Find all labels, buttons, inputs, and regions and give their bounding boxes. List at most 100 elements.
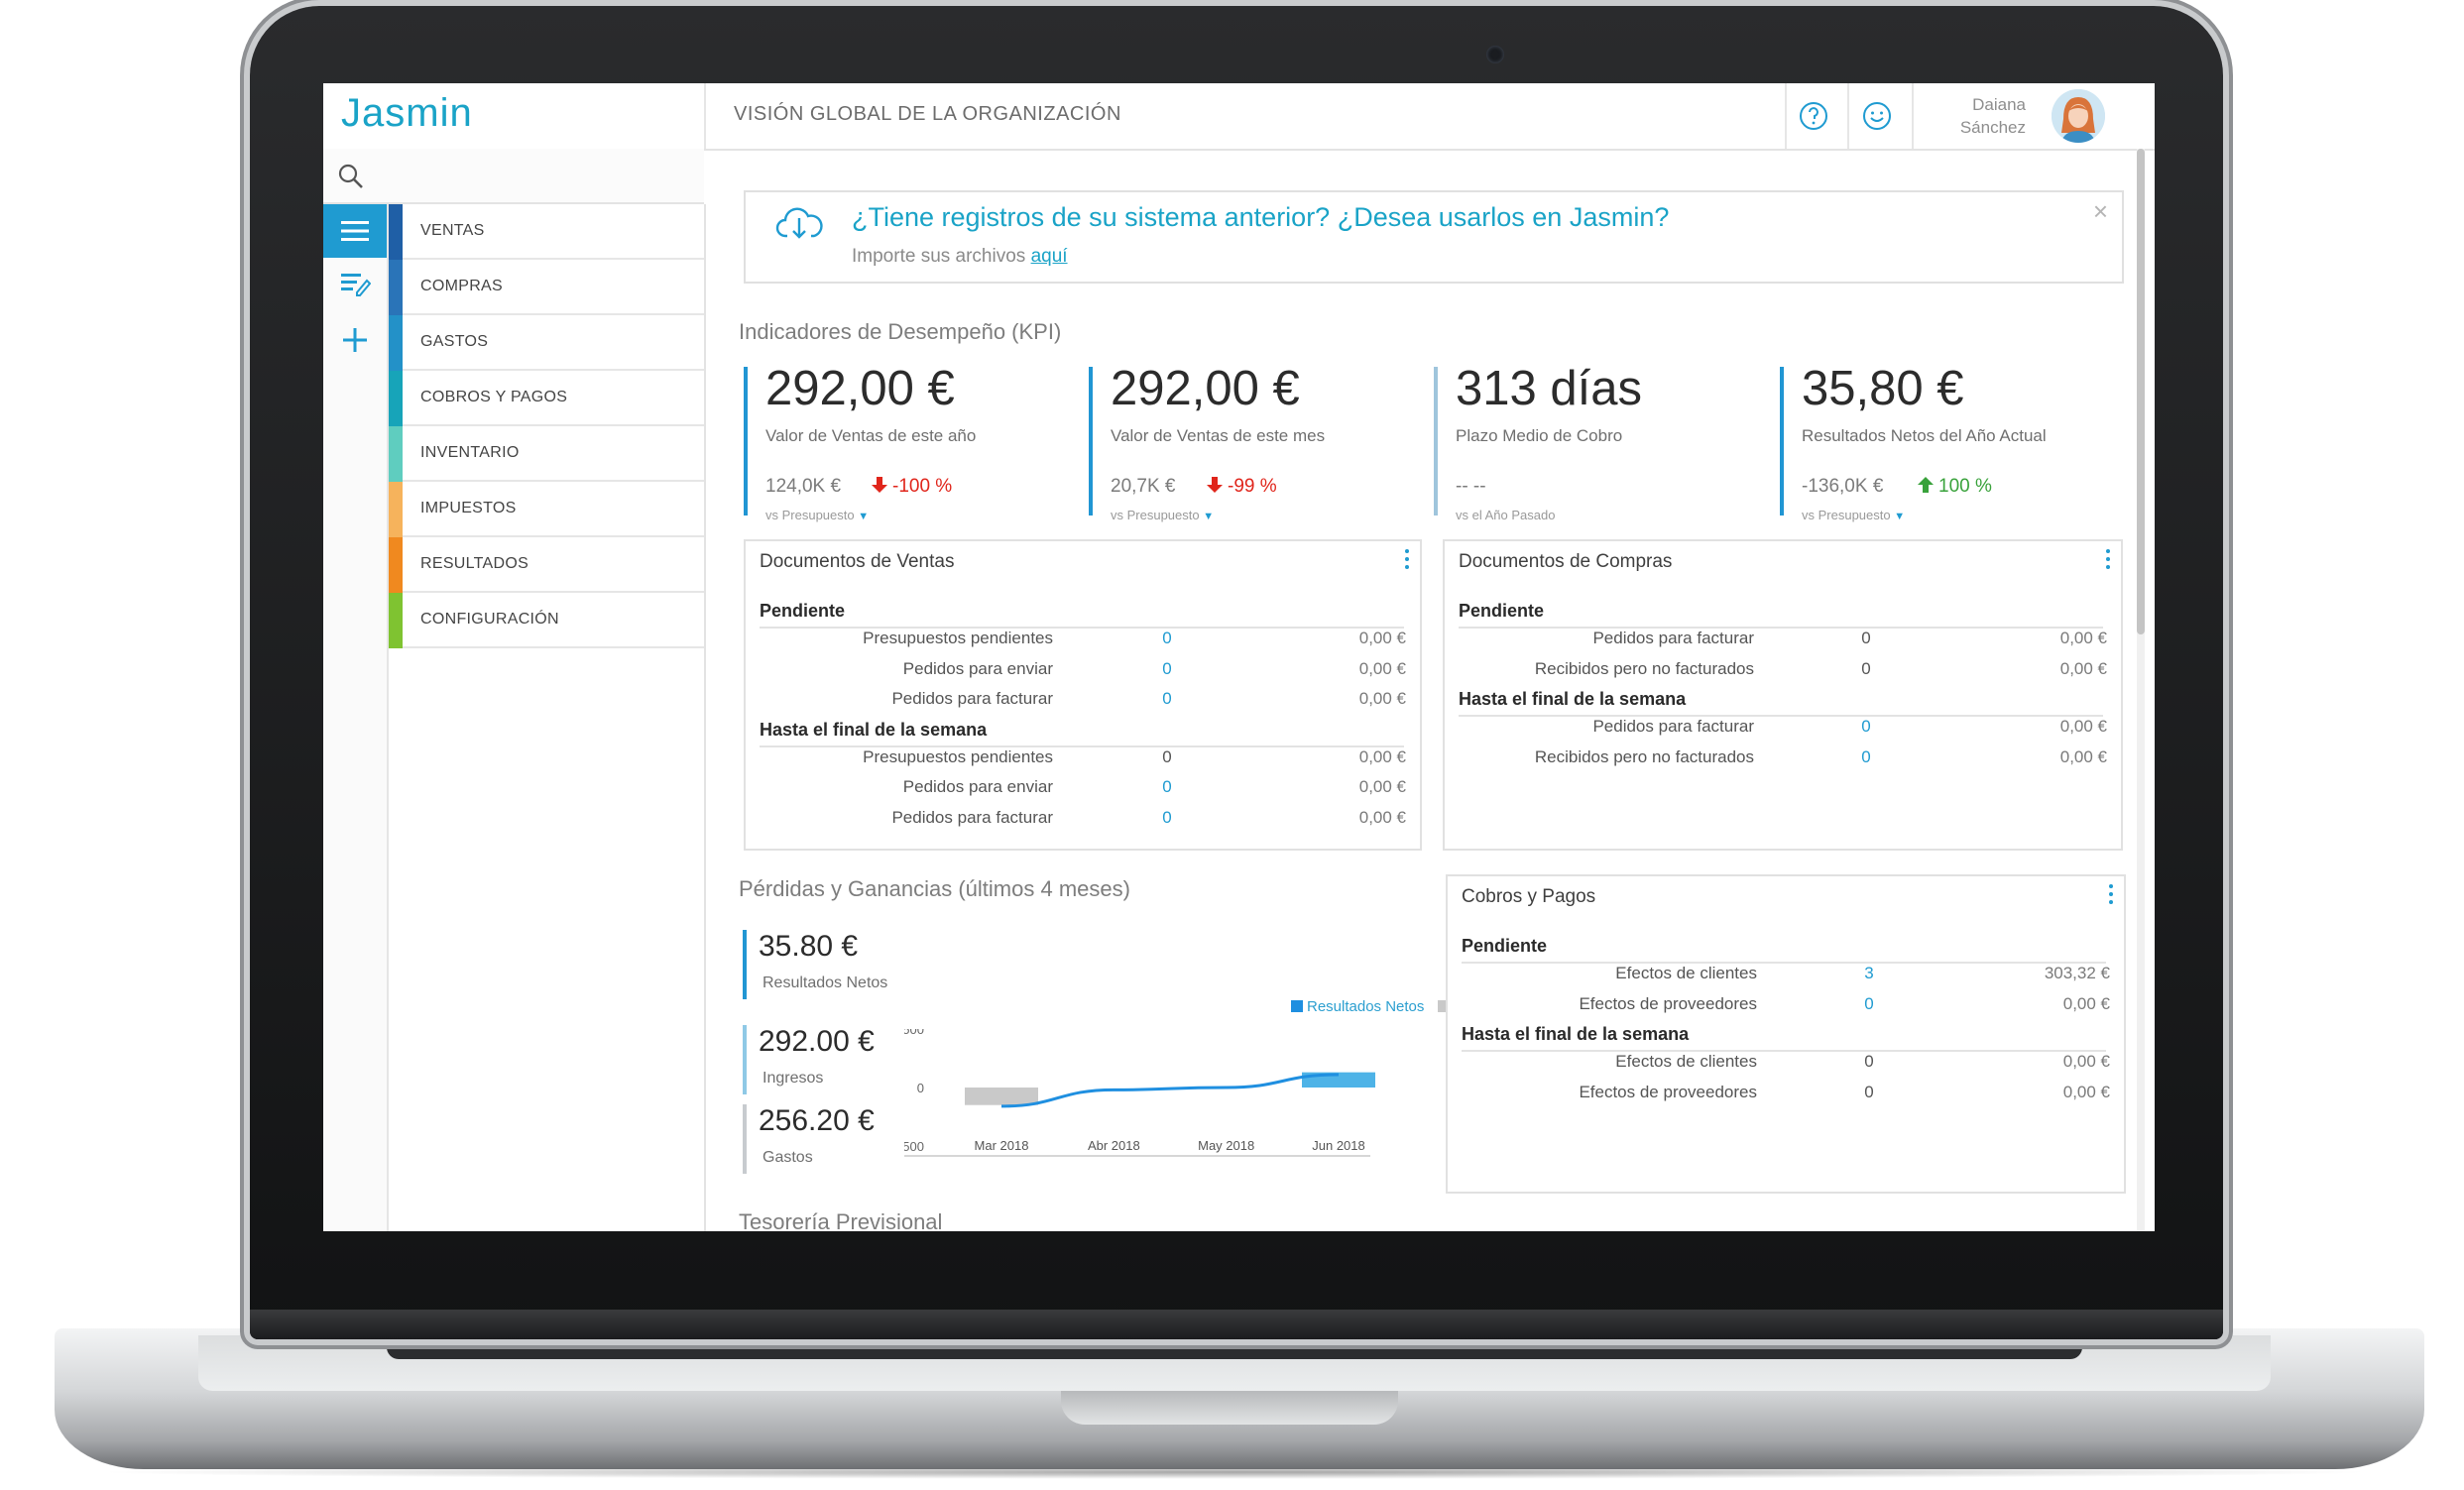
card-row: Recibidos pero no facturados 0 0,00 € [1445,659,2121,687]
pl-chart: 500 0 -500 Mar 2018 Abr 2018 May 2018 Jun 2018 [904,1029,1375,1157]
kpi-label: Plazo Medio de Cobro [1456,426,1623,445]
kpi-previous-value: 20,7K € [1111,476,1176,497]
kpi-comparison-label: vs Presupuesto [765,508,855,522]
row-count[interactable]: 0 [1162,629,1172,647]
row-label: Efectos de clientes [1615,964,1757,982]
row-count[interactable]: 0 [1162,807,1172,827]
sidebar-item-gastos[interactable]: GASTOS [389,315,704,371]
x-tick-label: Abr 2018 [1088,1138,1140,1153]
banner-subtitle-text: Importe sus archivos [852,246,1026,267]
help-icon[interactable] [1797,99,1830,133]
pl-net-label: Resultados Netos [763,974,888,991]
row-amount: 0,00 € [2062,993,2110,1013]
sidebar-item-label: CONFIGURACIÓN [420,611,559,628]
row-amount: 0,00 € [1358,658,1406,678]
row-count[interactable]: 3 [1864,964,1874,982]
chart-line-net-results [1000,1073,1340,1108]
create-new-button[interactable] [323,313,387,367]
scrollbar-thumb[interactable] [2137,149,2145,634]
row-count[interactable]: 0 [1162,689,1172,708]
divider [1847,83,1849,149]
pl-expenses: 256.20 € Gastos [743,1104,875,1174]
user-name[interactable]: Daiana Sánchez [1960,93,2026,139]
row-count: 0 [1861,629,1871,647]
close-icon[interactable]: × [2092,196,2108,226]
sidebar-item-impuestos[interactable]: IMPUESTOS [389,482,704,537]
kpi-comparison-toggle[interactable]: vs Presupuesto ▼ [1111,508,1214,522]
pl-income-value: 292.00 € [759,1025,875,1058]
pl-expenses-label: Gastos [763,1149,813,1166]
row-count: 0 [1162,746,1172,766]
kpi-comparison-label: vs Presupuesto [1802,508,1891,522]
kpi-label: Resultados Netos del Año Actual [1802,426,2047,445]
divider [1912,83,1914,149]
sidebar-item-inventario[interactable]: INVENTARIO [389,426,704,482]
sidebar-menu: VENTAS COMPRAS GASTOS COBROS Y PAGOS INVENTA… [389,204,706,1231]
legend-label: Resultados Netos [1307,998,1425,1015]
pl-section-title: Pérdidas y Ganancias (últimos 4 meses) [739,876,1130,901]
more-options-icon[interactable] [2105,549,2111,571]
row-count[interactable]: 0 [1162,658,1172,678]
more-options-icon[interactable] [1404,549,1410,571]
row-amount: 0,00 € [2059,658,2107,678]
tasks-button[interactable] [323,258,387,311]
x-tick-label: May 2018 [1198,1138,1254,1153]
y-tick-label: 0 [917,1081,924,1095]
row-amount: 0,00 € [1358,807,1406,827]
feedback-smiley-icon[interactable] [1860,99,1894,133]
sidebar-item-compras[interactable]: COMPRAS [389,260,704,315]
kpi-comparison-toggle[interactable]: vs Presupuesto ▼ [1802,508,1905,522]
user-avatar-icon [2052,89,2105,143]
sidebar-item-color-stripe [389,426,403,482]
avatar[interactable] [2052,89,2105,143]
sidebar-item-color-stripe [389,371,403,426]
banner-import-link[interactable]: aquí [1030,246,1068,267]
chart-bar [965,1088,1038,1105]
kpi-card[interactable]: 35,80 € Resultados Netos del Año Actual -1… [1780,362,2081,522]
card-group-title: Hasta el final de la semana [760,719,988,740]
divider [704,83,706,149]
menu-toggle[interactable] [323,204,387,258]
row-label: Pedidos para enviar [902,658,1053,678]
row-label: Presupuestos pendientes [863,746,1053,766]
kpi-comparison-toggle[interactable]: vs Presupuesto ▼ [765,508,869,522]
row-amount: 0,00 € [2059,746,2107,766]
sidebar-item-ventas[interactable]: VENTAS [389,204,704,260]
banner-title: ¿Tiene registros de su sistema anterior?… [852,202,1670,232]
row-count[interactable]: 0 [1861,717,1871,736]
divider [1459,627,2103,629]
kpi-card[interactable]: 292,00 € Valor de Ventas de este año 124,0… [744,362,1045,522]
row-count[interactable]: 0 [1162,777,1172,796]
scrollbar[interactable] [2137,149,2145,1231]
kpi-card[interactable]: 292,00 € Valor de Ventas de este mes 20,7K… [1089,362,1390,522]
row-amount: 0,00 € [1358,689,1406,708]
kpi-card[interactable]: 313 días Plazo Medio de Cobro -- -- vs el A… [1434,362,1735,522]
sidebar-item-cobros-y-pagos[interactable]: COBROS Y PAGOS [389,371,704,426]
pl-expenses-value: 256.20 € [759,1104,875,1137]
sidebar-item-configuraci-n[interactable]: CONFIGURACIÓN [389,593,704,648]
kpi-value: 292,00 € [1111,362,1300,415]
chevron-down-icon: ▼ [1203,511,1215,522]
search-icon[interactable] [337,163,365,190]
legend-item[interactable]: Resultados Netos [1291,998,1424,1015]
app-logo[interactable]: Jasmin [341,91,473,135]
search-bar[interactable] [323,149,704,204]
treasury-section-title: Tesorería Previsional [739,1209,943,1231]
row-label: Pedidos para enviar [902,777,1053,796]
row-count[interactable]: 0 [1861,746,1871,766]
sidebar-item-color-stripe [389,204,403,260]
row-label: Pedidos para facturar [1592,717,1754,736]
edit-list-icon [341,274,371,296]
kpi-comparison-label: vs Presupuesto [1111,508,1200,522]
row-count: 0 [1864,1052,1874,1071]
row-count[interactable]: 0 [1864,993,1874,1013]
user-first-name: Daiana [1972,95,2026,114]
kpi-delta: -100 % [871,476,952,498]
row-label: Pedidos para facturar [1592,629,1754,647]
card-row: Pedidos para facturar 0 0,00 € [746,689,1420,717]
sidebar-item-resultados[interactable]: RESULTADOS [389,537,704,593]
sidebar-item-label: COBROS Y PAGOS [420,389,568,405]
legend-swatch [1291,1000,1303,1012]
more-options-icon[interactable] [2108,884,2114,906]
payments-card: Cobros y Pagos Pendiente Efectos de client… [1446,874,2126,1194]
